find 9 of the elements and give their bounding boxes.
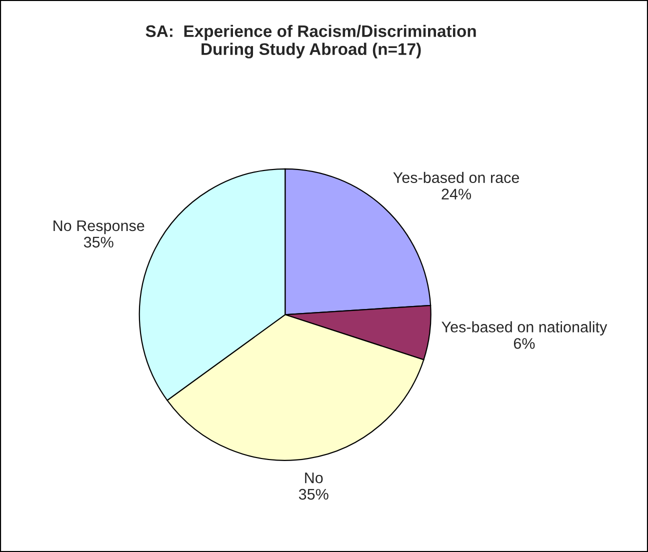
data-label: 35% [84,236,114,248]
data-label: 35% [298,488,328,500]
data-label: 24% [442,188,472,200]
slice-label: Yes-based on race [393,172,520,184]
chart-title: SA: Experience of Racism/Discrimination During Study Abroad (n=17) [146,24,476,58]
slice-label: No [305,472,323,484]
slice-label: No Response [54,220,144,234]
data-label: 6% [514,338,535,349]
slice-label: Yes-based on nationality [442,321,608,336]
